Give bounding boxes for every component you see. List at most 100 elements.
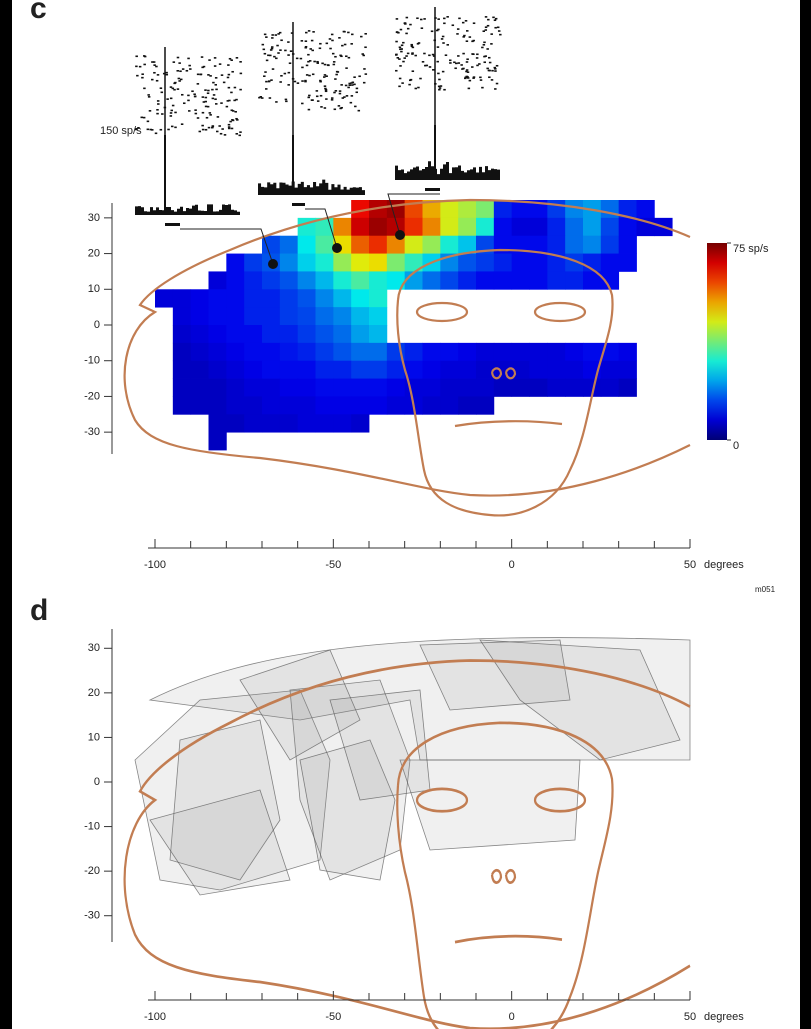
spike [213, 57, 217, 59]
spike [155, 65, 158, 68]
spike [271, 37, 274, 39]
spike [141, 73, 144, 76]
spike [261, 97, 264, 99]
heat-cell [458, 396, 477, 415]
spike [201, 66, 204, 69]
heatmap [155, 200, 673, 451]
y-tick-label: 20 [88, 687, 100, 699]
heat-cell [351, 289, 370, 308]
spike [270, 79, 273, 81]
spike [494, 26, 497, 29]
spike [395, 18, 399, 20]
spike [461, 68, 464, 70]
spike [353, 83, 356, 86]
spike [263, 52, 267, 55]
spike [323, 76, 326, 78]
spike [280, 39, 283, 42]
spike [439, 85, 443, 87]
spike [328, 38, 332, 40]
spike [401, 82, 404, 84]
spike [402, 41, 405, 44]
colorbar [707, 243, 727, 440]
heat-cell [262, 325, 281, 344]
heat-cell [369, 378, 388, 397]
spike [343, 43, 347, 46]
heat-cell [404, 342, 423, 362]
spike [279, 49, 282, 51]
spike [360, 35, 363, 38]
stimulus-bar [292, 203, 305, 206]
heat-cell [511, 360, 530, 379]
site-dot [395, 230, 405, 240]
spike [185, 69, 189, 72]
spike [239, 72, 243, 75]
spike [332, 61, 336, 63]
spike [311, 49, 314, 52]
x-tick-label: 50 [684, 1011, 696, 1023]
spike [267, 54, 270, 57]
heat-cell [333, 289, 352, 308]
heat-cell [351, 271, 370, 290]
spike [454, 67, 457, 70]
spike [482, 30, 486, 33]
spike [348, 82, 351, 85]
heat-cell [208, 432, 227, 451]
heat-cell [583, 217, 602, 237]
heat-cell [226, 396, 245, 415]
spike [146, 128, 150, 131]
spike [311, 73, 315, 76]
spike [174, 126, 177, 129]
spike [340, 55, 343, 58]
spike [235, 133, 239, 135]
spike [209, 114, 212, 116]
heat-cell [458, 271, 477, 290]
heat-cell [476, 396, 495, 415]
heat-cell [600, 235, 620, 254]
spike [193, 95, 197, 98]
spike [223, 134, 227, 136]
spike [152, 61, 156, 63]
heat-cell [297, 360, 316, 379]
spike [362, 54, 365, 57]
spike [361, 53, 364, 55]
spike [215, 88, 218, 91]
spike [396, 56, 400, 59]
heat-cell [262, 307, 281, 326]
spike [181, 68, 185, 70]
spike [324, 90, 328, 93]
spike [182, 102, 186, 105]
spike [204, 128, 208, 131]
heat-cell [262, 271, 281, 290]
spike [271, 34, 274, 36]
spike [230, 59, 233, 61]
spike [436, 60, 439, 63]
spike [466, 30, 469, 32]
spike [267, 80, 271, 83]
spike [160, 91, 164, 94]
spike [262, 48, 266, 51]
spike [287, 71, 291, 74]
spike [304, 40, 308, 42]
spike [437, 28, 440, 31]
spike [156, 100, 160, 102]
spike [304, 80, 307, 83]
heat-cell [547, 360, 566, 379]
spike [483, 61, 486, 64]
spike [211, 126, 214, 129]
spike [492, 16, 495, 19]
spike [431, 53, 435, 56]
heat-cell [315, 342, 334, 362]
spike [188, 110, 191, 112]
heat-cell [583, 271, 602, 290]
heat-cell [208, 307, 227, 326]
spike [463, 34, 466, 37]
heat-cell [476, 217, 495, 237]
spike [287, 54, 290, 56]
spike [284, 98, 288, 101]
spike [171, 87, 175, 90]
heat-cell [458, 378, 477, 397]
spike [179, 78, 183, 81]
spike [446, 44, 449, 46]
heat-cell [351, 342, 370, 362]
